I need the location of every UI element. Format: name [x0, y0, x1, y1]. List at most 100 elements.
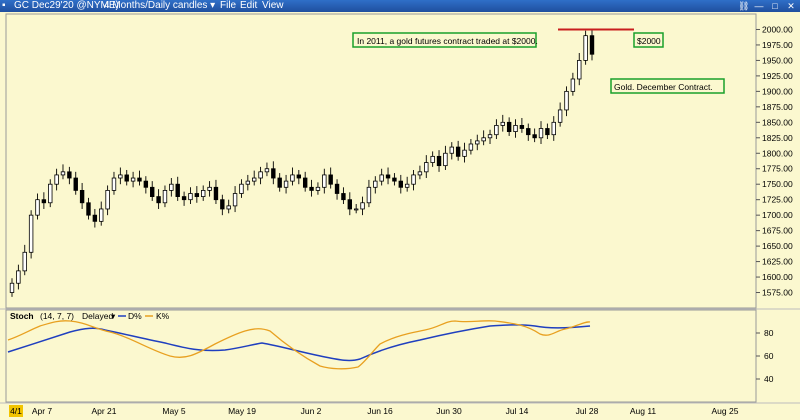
close-icon[interactable]: ✕ — [787, 1, 795, 11]
candle — [175, 176, 180, 201]
candle-body — [385, 174, 391, 179]
candle — [430, 151, 435, 167]
candle-body — [207, 186, 212, 191]
candle-body — [220, 199, 225, 210]
time-axis: 4/1 Apr 7 Apr 21 May 5 May 19 Jun 2 Jun 16 Jun … — [9, 405, 739, 417]
candle — [156, 189, 161, 209]
candle-body — [245, 180, 251, 185]
candle — [86, 197, 91, 220]
candle-body — [277, 177, 282, 188]
candle — [309, 179, 314, 197]
candle — [130, 171, 136, 188]
legend-d-label: D% — [128, 311, 142, 321]
candle — [111, 171, 117, 195]
candle-body — [545, 128, 550, 136]
candle — [48, 179, 53, 208]
candle — [213, 179, 219, 205]
candle — [538, 121, 544, 144]
price-tick-label: 1925.00 — [762, 71, 793, 81]
candle-body — [73, 177, 78, 191]
time-tick-label: Jun 30 — [436, 406, 462, 416]
candle — [16, 264, 21, 290]
stoch-axis: 40 60 80 — [756, 328, 774, 384]
candle — [79, 182, 85, 209]
price-tick-label: 1800.00 — [762, 148, 793, 158]
candle-body — [494, 125, 499, 136]
candle-body — [436, 155, 442, 167]
candle-body — [475, 140, 480, 145]
candle-body — [315, 186, 321, 191]
candle — [181, 191, 187, 206]
candle — [207, 181, 212, 197]
candle — [258, 166, 263, 185]
price-panel-border — [5, 13, 757, 309]
candle — [60, 164, 66, 180]
menu-view[interactable]: View — [262, 0, 284, 11]
candle-body — [16, 270, 21, 284]
time-tick-label: 4/1 — [10, 406, 22, 416]
maximize-icon[interactable]: □ — [772, 1, 778, 11]
legend-k-label: K% — [156, 311, 170, 321]
candle — [150, 181, 155, 201]
time-tick-label: Aug 11 — [630, 406, 657, 416]
candle — [417, 165, 423, 180]
candle — [124, 169, 129, 186]
candle — [513, 119, 518, 138]
candle — [162, 185, 168, 208]
price-tick-label: 1850.00 — [762, 117, 793, 127]
candle — [143, 176, 149, 194]
title-bar: ▪ GC Dec29'20 @NYME) 4 Months/Daily cand… — [0, 0, 800, 12]
candle-body — [570, 78, 576, 92]
candle — [379, 168, 384, 186]
candle — [506, 117, 512, 136]
minimize-icon[interactable]: — — [754, 1, 764, 11]
candle — [398, 174, 403, 194]
candle-body — [48, 183, 53, 204]
stoch-panel-border — [5, 309, 757, 403]
candle-body — [577, 60, 582, 80]
candle-body — [213, 186, 219, 201]
candle-body — [150, 186, 155, 197]
period-selector[interactable]: 4 Months/Daily candles ▾ — [104, 0, 215, 12]
candle-body — [481, 137, 486, 142]
candle — [54, 168, 59, 191]
candle-body — [251, 177, 257, 182]
menu-edit[interactable]: Edit — [240, 0, 258, 11]
link-icon[interactable]: ⛓ — [738, 1, 750, 11]
candle-body — [309, 186, 314, 191]
candle-body — [424, 162, 429, 173]
candle — [411, 169, 416, 191]
candle-body — [322, 174, 327, 188]
candle-body — [188, 193, 193, 201]
stoch-d-line — [7, 324, 591, 362]
stoch-mode-chevron-icon[interactable]: ▾ — [111, 311, 116, 321]
candle-body — [201, 189, 206, 197]
candle — [188, 187, 193, 205]
candle-body — [9, 282, 15, 293]
candle-body — [232, 193, 238, 207]
candle — [22, 244, 27, 276]
candle — [239, 179, 244, 198]
candle — [290, 167, 295, 186]
menu-file[interactable]: File — [220, 0, 237, 11]
candle — [487, 129, 493, 144]
candle — [353, 204, 359, 214]
period-label: 4 Months/Daily candles — [104, 0, 208, 11]
price-tick-label: 1700.00 — [762, 210, 793, 220]
symbol-selector[interactable]: GC Dec29'20 @NYME) — [14, 0, 119, 11]
candle — [360, 196, 365, 216]
candle — [67, 166, 72, 185]
stoch-mode: Delayed — [82, 311, 113, 321]
stoch-tick-label: 40 — [764, 374, 774, 384]
candle-body — [118, 174, 123, 179]
candle — [443, 145, 448, 170]
candle-body — [54, 174, 59, 185]
candle-body — [79, 189, 85, 204]
price-tick-label: 1725.00 — [762, 195, 793, 205]
candle — [118, 167, 123, 185]
candle — [201, 185, 206, 201]
candle-body — [373, 180, 378, 188]
candle-body — [334, 183, 340, 194]
candle — [251, 170, 257, 186]
